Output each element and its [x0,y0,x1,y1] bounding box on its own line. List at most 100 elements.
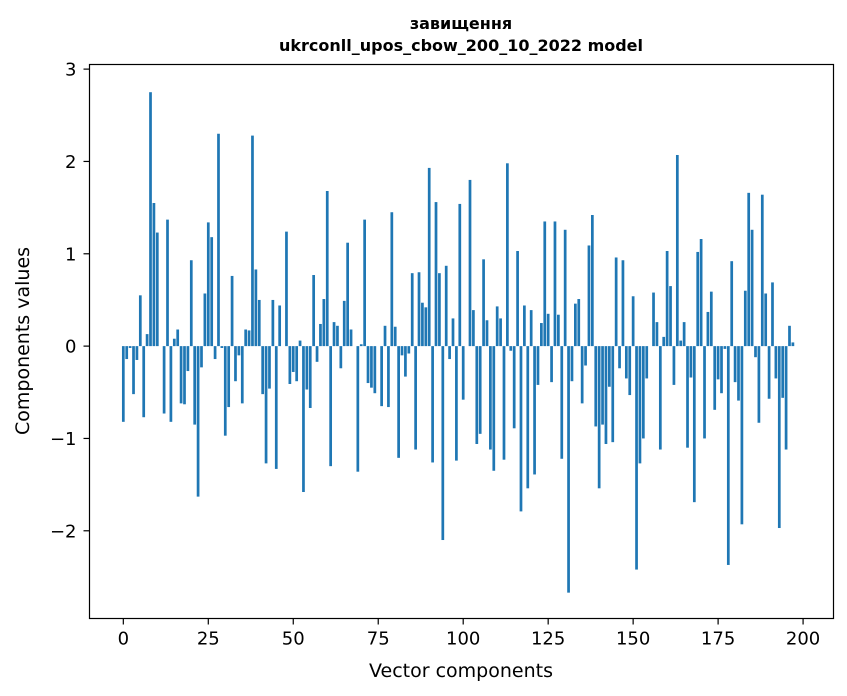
bar [397,346,400,458]
bar [312,275,316,347]
bar [489,346,492,450]
bar [703,346,706,439]
bar [536,346,540,385]
bar [274,346,278,469]
bar [641,346,645,439]
bar [305,346,309,390]
bar [737,346,740,401]
bar [363,219,366,347]
bar [200,346,203,368]
bar [781,346,785,398]
bar [638,346,642,464]
bar [441,346,445,541]
x-tick-label: 100 [446,629,480,650]
bar [726,346,730,565]
bar [380,346,383,407]
bar [509,346,513,351]
x-axis-label: Vector components [369,660,553,682]
bars-group [121,92,795,593]
y-tick-label: 2 [65,152,76,173]
bar [699,239,703,347]
bar [743,290,747,347]
bar [628,346,632,396]
bar [193,346,197,425]
bar [244,329,248,347]
bar [414,346,417,450]
bar [672,346,676,385]
bar [662,336,666,347]
bar [444,265,448,347]
bar [172,338,176,347]
bar [740,346,744,525]
bar [652,292,655,347]
bar [213,346,217,360]
bar [166,219,169,347]
y-axis-ticks: −2 −1 0 1 2 3 [50,60,90,542]
bar [261,346,265,395]
bar [716,346,720,380]
bar [567,346,570,593]
bar [546,313,550,347]
bar [689,346,693,378]
bar [342,300,346,347]
bar [237,346,241,356]
bar [373,346,377,394]
bar [624,346,628,379]
bar [550,346,553,383]
bar [407,346,411,354]
bar [319,323,322,347]
bar [482,259,485,347]
bar [523,305,526,347]
y-tick-label: −1 [50,429,77,450]
chart-title-line1: завищення [410,14,512,33]
bar [533,346,536,475]
bar [183,346,186,405]
bar [594,346,598,427]
bar [390,212,394,347]
bar [692,346,696,503]
x-tick-label: 125 [531,629,565,650]
bar [125,346,129,360]
bar [760,194,764,347]
bar [145,334,149,347]
bar [149,92,152,347]
bar [658,346,662,450]
bar [176,329,180,347]
bar [730,261,734,347]
bar [587,245,591,347]
bar [764,293,768,347]
bar [448,346,451,360]
bar [611,346,615,443]
bar [777,346,781,529]
bar [203,293,207,347]
y-tick-label: 1 [65,244,76,265]
bar [271,299,275,347]
bar [366,346,370,384]
bar [417,272,421,347]
bar [434,202,438,347]
bar [713,346,717,410]
bar [383,325,387,347]
bar [206,222,210,347]
bar [560,346,564,459]
bar [336,325,339,347]
bar [563,229,567,347]
bar [478,346,482,434]
bar [298,340,302,347]
bar [682,322,686,347]
bar [635,346,638,570]
bar [325,191,329,347]
bar [230,275,234,347]
bar [438,273,441,347]
bar [142,346,146,418]
bar [706,311,710,347]
bar [264,346,268,464]
x-tick-label: 200 [786,629,820,650]
x-tick-label: 25 [197,629,220,650]
plot-frame [88,63,835,620]
bar [332,322,336,347]
bar [240,346,244,404]
bar [771,282,774,347]
bar [607,346,611,387]
